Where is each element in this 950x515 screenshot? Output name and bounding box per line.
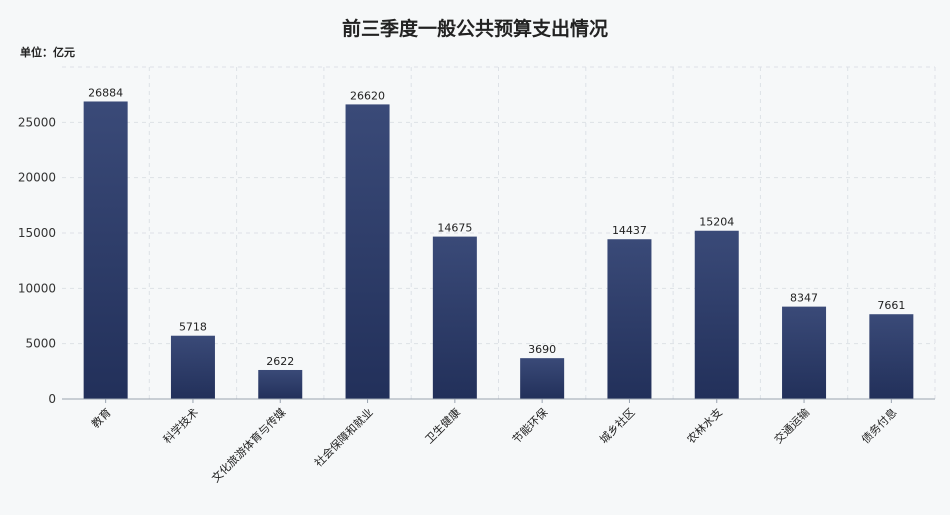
x-tick-label: 卫生健康 bbox=[422, 405, 463, 446]
bars: 26884 5718 2622 26620 14675 3690 14437 15204 834… bbox=[83, 86, 914, 399]
bar bbox=[432, 236, 477, 399]
x-tick-label: 债务付息 bbox=[858, 405, 899, 446]
x-tick-label: 社会保障和就业 bbox=[311, 405, 375, 469]
bar bbox=[782, 306, 827, 399]
bar bbox=[345, 104, 390, 399]
y-tick-label: 15000 bbox=[18, 226, 56, 240]
y-axis: 0 5000 10000 15000 20000 25000 bbox=[18, 115, 56, 406]
data-label: 5718 bbox=[179, 321, 207, 334]
x-tick-label: 科学技术 bbox=[160, 405, 201, 446]
bar bbox=[607, 239, 652, 399]
x-tick-label: 交通运输 bbox=[771, 405, 812, 446]
y-tick-label: 0 bbox=[48, 392, 56, 406]
x-tick-label: 城乡社区 bbox=[597, 405, 638, 446]
bar bbox=[170, 335, 215, 399]
y-tick-label: 10000 bbox=[18, 281, 56, 295]
bar bbox=[258, 369, 303, 399]
data-label: 26620 bbox=[350, 89, 385, 102]
x-tick-label: 文化旅游体育与传媒 bbox=[208, 405, 288, 485]
x-tick-label: 农林水支 bbox=[684, 405, 725, 446]
y-tick-label: 5000 bbox=[25, 337, 56, 351]
data-label: 3690 bbox=[528, 343, 556, 356]
x-tick-label: 教育 bbox=[88, 405, 113, 430]
y-tick-label: 20000 bbox=[18, 171, 56, 185]
bar bbox=[520, 358, 565, 399]
y-tick-label: 25000 bbox=[18, 115, 56, 129]
bar bbox=[83, 101, 128, 399]
chart-title: 前三季度一般公共预算支出情况 bbox=[341, 18, 608, 40]
bar bbox=[694, 230, 739, 399]
x-tick-label: 节能环保 bbox=[509, 405, 550, 446]
data-label: 15204 bbox=[699, 216, 734, 229]
bar bbox=[869, 314, 914, 399]
data-label: 14675 bbox=[437, 222, 472, 235]
data-label: 26884 bbox=[88, 86, 123, 99]
data-label: 7661 bbox=[877, 299, 905, 312]
data-label: 14437 bbox=[612, 224, 647, 237]
data-label: 2622 bbox=[266, 355, 294, 368]
data-label: 8347 bbox=[790, 292, 818, 305]
x-axis: 教育 科学技术 文化旅游体育与传媒 社会保障和就业 卫生健康 节能环保 城乡社区 农林水支 交通… bbox=[62, 398, 935, 485]
unit-label: 单位：亿元 bbox=[20, 46, 75, 59]
